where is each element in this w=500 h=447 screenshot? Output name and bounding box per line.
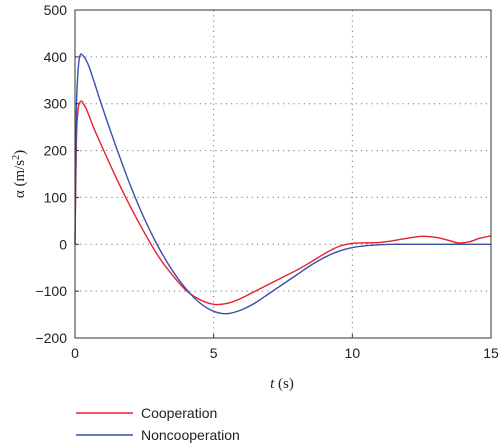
legend: Cooperation Noncooperation	[76, 405, 240, 443]
x-tick-label: 10	[345, 345, 361, 361]
series-lines	[74, 53, 492, 315]
legend-label-cooperation: Cooperation	[141, 405, 217, 421]
y-axis-unit-exponent: 2	[11, 155, 22, 160]
y-axis-unit-prefix: (m/s	[12, 160, 28, 191]
plot-area-frame	[74, 9, 492, 339]
y-tick-label: 200	[44, 143, 68, 159]
y-tick-label: 0	[59, 236, 67, 252]
grid	[75, 10, 491, 338]
x-axis-unit: (s)	[274, 376, 294, 392]
legend-label-noncooperation: Noncooperation	[141, 427, 240, 443]
x-tick-label: 15	[483, 345, 499, 361]
x-axis-title: t (s)	[270, 376, 294, 392]
y-tick-label: −200	[35, 330, 67, 346]
y-axis-unit-suffix: )	[12, 150, 28, 155]
series-line-cooperation	[74, 100, 492, 306]
x-tick-label: 0	[71, 345, 79, 361]
y-tick-label: 300	[44, 96, 68, 112]
x-axis-symbol: t	[270, 376, 275, 392]
series-line-noncooperation	[74, 53, 491, 315]
axis-ticks: −200 −100 0 100 200 300 400 500 0 5 10 15	[35, 2, 499, 361]
y-tick-label: 500	[44, 2, 68, 18]
y-axis-symbol: α	[12, 190, 28, 198]
y-axis-title: α (m/s2)	[11, 150, 29, 198]
x-tick-label: 5	[210, 345, 218, 361]
y-tick-label: 400	[44, 49, 68, 65]
y-tick-label: 100	[44, 189, 68, 205]
y-tick-label: −100	[35, 283, 67, 299]
